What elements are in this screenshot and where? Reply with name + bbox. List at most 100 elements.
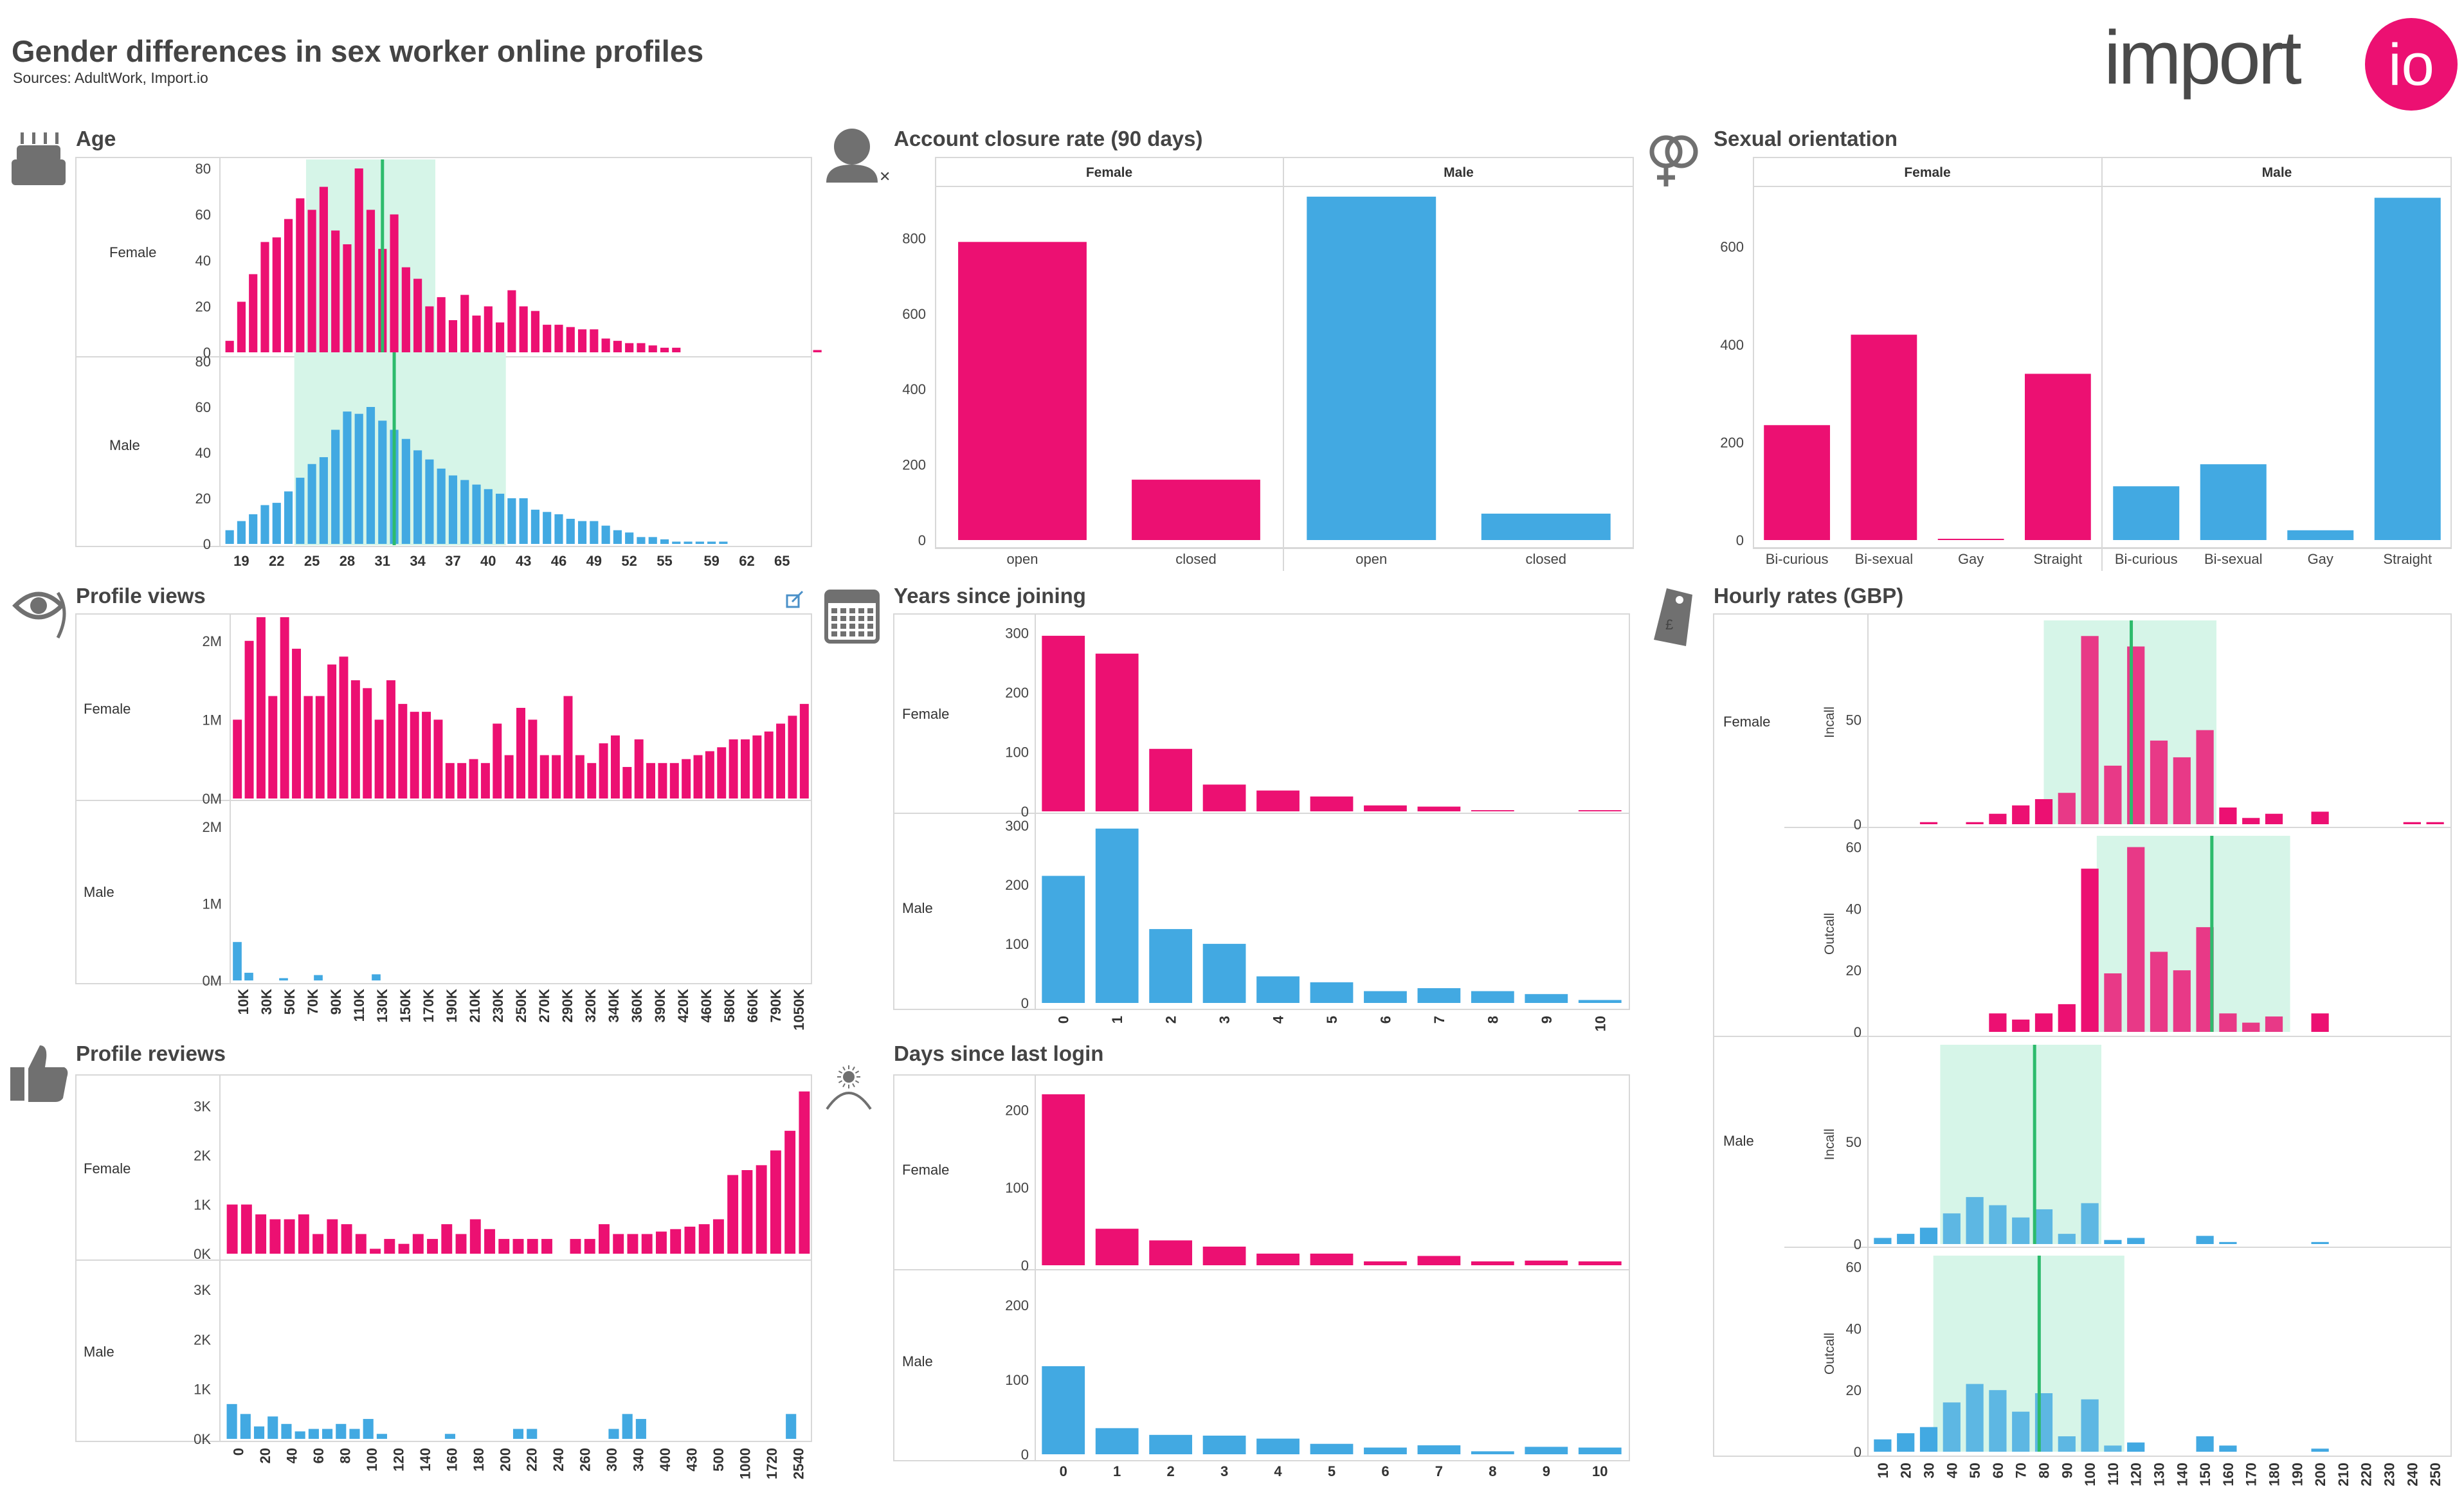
- views-bar: [741, 739, 750, 799]
- reviews-bar: [698, 1224, 710, 1254]
- rates-xtick: 80: [2036, 1463, 2052, 1478]
- age-bar: [530, 509, 540, 544]
- person-x-icon: ✕: [826, 129, 891, 185]
- reviews-bar: [727, 1175, 739, 1254]
- age-bar: [472, 315, 481, 352]
- reviews-ytick: 3K: [194, 1282, 211, 1298]
- joining-ytick: 100: [1005, 936, 1029, 952]
- views-xtick: 580K: [721, 989, 738, 1023]
- reviews-bar: [608, 1429, 619, 1439]
- joining-ytick: 300: [1005, 625, 1029, 641]
- joining-xtick: 3: [1217, 1016, 1233, 1024]
- rates-bar: [1966, 822, 1984, 824]
- reviews-bar: [294, 1431, 305, 1439]
- rates-ytick: 0: [1854, 1024, 1862, 1040]
- rates-title: Hourly rates (GBP): [1714, 584, 1903, 608]
- joining-bar: [1256, 976, 1300, 1003]
- cake-icon: [12, 132, 66, 185]
- login-bar: [1471, 1451, 1514, 1454]
- calendar-cell: [831, 624, 837, 629]
- joining-bar: [1256, 790, 1300, 811]
- cake-top: [17, 145, 60, 162]
- age-xtick: 46: [551, 553, 566, 569]
- age-ytick: 80: [195, 354, 211, 370]
- age-bar: [590, 329, 599, 352]
- orientation-xtick: Gay: [2308, 551, 2333, 567]
- orientation-bar: [2287, 530, 2354, 540]
- calendar-cell: [831, 608, 837, 613]
- calendar-icon: [824, 590, 880, 644]
- reviews-ytick: 0K: [194, 1431, 211, 1447]
- login-bar: [1364, 1261, 1407, 1265]
- rates-bar: [2081, 636, 2099, 824]
- views-xtick: 420K: [675, 989, 691, 1023]
- joining-bar: [1042, 876, 1085, 1003]
- rates-xtick: 240: [2404, 1463, 2420, 1486]
- age-ytick: 0: [203, 345, 211, 361]
- login-xtick: 5: [1328, 1463, 1336, 1479]
- joining-xtick: 4: [1271, 1015, 1287, 1024]
- age-bar: [307, 210, 316, 352]
- views-bar: [752, 735, 762, 799]
- rates-xtick: 70: [2013, 1463, 2029, 1478]
- reviews-ytick: 1K: [194, 1382, 211, 1398]
- reviews-bar: [527, 1429, 538, 1439]
- age-bar: [249, 514, 258, 544]
- orientation-ytick: 600: [1720, 239, 1744, 255]
- import-io-logo[interactable]: import io: [2103, 6, 2463, 116]
- login-bar: [1149, 1240, 1193, 1265]
- views-xtick: 290K: [559, 989, 575, 1023]
- age-iqr-band: [294, 352, 506, 545]
- age-bar: [484, 306, 493, 352]
- login-bar: [1095, 1428, 1139, 1454]
- reviews-bar: [599, 1224, 610, 1254]
- male-circle: [1665, 135, 1698, 168]
- page-title: Gender differences in sex worker online …: [12, 34, 704, 68]
- calendar-cell: [858, 608, 864, 613]
- joining-xtick: 9: [1539, 1016, 1555, 1024]
- rates-xtick: 180: [2267, 1463, 2283, 1486]
- login-bar: [1256, 1253, 1300, 1265]
- orientation-ytick: 0: [1736, 532, 1744, 548]
- rates-xtick: 200: [2312, 1463, 2328, 1486]
- login-bar: [1042, 1094, 1085, 1265]
- rates-bar: [2265, 813, 2283, 824]
- gender-symbols-icon: [1649, 135, 1698, 186]
- views-bar: [244, 640, 254, 799]
- age-bar: [472, 484, 481, 544]
- closure-ytick: 400: [902, 381, 926, 397]
- cake-candle: [44, 132, 47, 144]
- reviews-xtick: 220: [524, 1448, 540, 1472]
- rates-xtick: 20: [1898, 1463, 1914, 1478]
- orientation-panel-header: Female: [1904, 165, 1950, 180]
- reviews-bar: [498, 1239, 510, 1254]
- views-bar: [422, 712, 431, 799]
- reviews-bar: [512, 1429, 524, 1439]
- age-ytick: 40: [195, 253, 211, 269]
- orientation-ytick: 200: [1720, 435, 1744, 451]
- orientation-xtick: Bi-sexual: [2204, 551, 2262, 567]
- rates-bar: [1897, 1433, 1915, 1452]
- rates-bar: [2150, 740, 2168, 824]
- rates-bar: [2104, 1240, 2122, 1244]
- joining-title: Years since joining: [894, 584, 1086, 608]
- age-bar: [495, 322, 505, 352]
- rates-bar: [2012, 805, 2030, 824]
- rates-xtick: 10: [1875, 1463, 1891, 1478]
- age-xtick: 65: [774, 553, 790, 569]
- calendar-cell: [831, 616, 837, 621]
- rates-ytick: 60: [1846, 1259, 1862, 1276]
- views-xtick: 320K: [583, 989, 599, 1023]
- views-bar: [693, 755, 703, 799]
- joining-bar: [1525, 994, 1568, 1003]
- joining-bar: [1095, 828, 1139, 1003]
- views-ytick: 0M: [202, 791, 222, 807]
- reviews-bar: [240, 1414, 251, 1439]
- views-ytick: 1M: [202, 896, 222, 912]
- rates-xtick: 150: [2197, 1463, 2213, 1486]
- reviews-bar: [484, 1229, 495, 1254]
- rates-bar: [2058, 793, 2076, 824]
- closure-bar: [1132, 480, 1260, 540]
- views-bar: [539, 755, 549, 799]
- views-bar: [327, 664, 337, 799]
